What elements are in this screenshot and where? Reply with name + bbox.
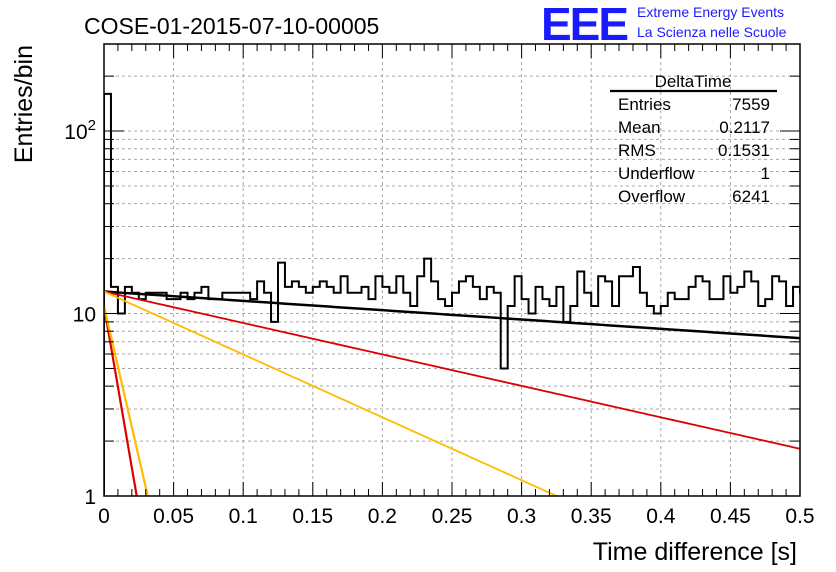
stats-label-rms: RMS [618, 141, 656, 160]
x-tick-label: 0.05 [153, 505, 194, 528]
plot-marks [104, 92, 800, 496]
x-tick-label: 0.4 [646, 505, 676, 528]
eee-logo: EEE [541, 0, 627, 50]
fit-line-2 [104, 290, 800, 450]
stats-value-rms: 0.1531 [718, 141, 770, 160]
stats-value-overflow: 6241 [732, 187, 770, 206]
histogram-steps [104, 92, 800, 496]
stats-value-underflow: 1 [761, 164, 770, 183]
x-tick-label: 0.3 [507, 505, 536, 528]
stats-label-entries: Entries [618, 95, 671, 114]
y-axis-title: Entries/bin [10, 45, 38, 163]
logo-line-1: Extreme Energy Events [637, 4, 784, 20]
logo-line-2: La Scienza nelle Scuole [637, 24, 787, 40]
x-tick-label: 0.45 [710, 505, 751, 528]
x-tick-label: 0.15 [292, 505, 333, 528]
x-tick-label: 0.1 [229, 505, 258, 528]
stats-box-title: DeltaTime [655, 72, 732, 91]
axes: 0 0.05 0.1 0.15 0.2 0.25 0.3 0.35 0.4 0.45 0.5 1 10 1… [64, 43, 815, 528]
y-tick-exponent: 2 [88, 117, 96, 134]
x-tick-label: 0.25 [432, 505, 473, 528]
x-tick-label: 0.5 [785, 505, 814, 528]
stats-label-underflow: Underflow [618, 164, 695, 183]
stats-value-mean: 0.2117 [719, 118, 770, 137]
stats-value-entries: 7559 [732, 95, 770, 114]
x-tick-label: 0 [98, 505, 110, 528]
y-tick-label: 10 [73, 304, 96, 327]
stats-label-mean: Mean [618, 118, 661, 137]
x-axis-title: Time difference [s] [593, 538, 797, 566]
x-tick-label: 0.2 [368, 505, 397, 528]
fit-line-4 [104, 305, 138, 496]
stats-box: DeltaTime Entries 7559 Mean 0.2117 RMS 0… [610, 72, 777, 206]
stats-label-overflow: Overflow [618, 187, 686, 206]
fit-line-1 [104, 290, 800, 340]
grid-lines [104, 44, 800, 496]
run-title: COSE-01-2015-07-10-00005 [84, 13, 379, 39]
x-tick-label: 0.35 [571, 505, 612, 528]
fit-line-5 [104, 305, 149, 496]
fit-line-3 [104, 290, 559, 496]
y-tick-label: 1 [84, 486, 96, 509]
